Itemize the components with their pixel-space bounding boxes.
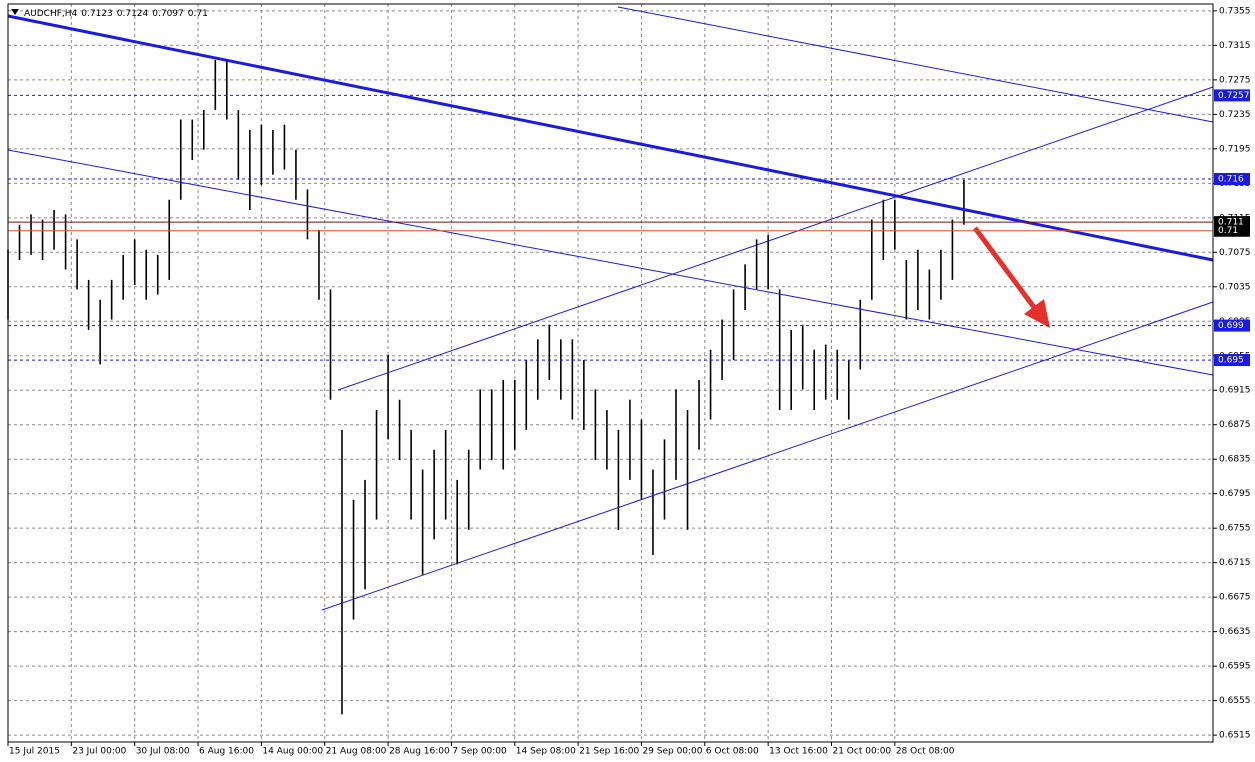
arrow-head [1024,299,1050,328]
trend-line [337,86,1214,391]
quote-value: 0.71 [188,9,208,19]
y-tick-label: 0.7355 [1219,6,1251,16]
y-tick-label: 0.6835 [1219,455,1251,465]
level-tag [1214,173,1250,186]
trend-line [617,6,1214,123]
level-label: 0.71 [1218,226,1238,236]
x-tick-label: 13 Oct 16:00 [769,747,828,757]
x-tick-label: 6 Aug 16:00 [199,747,254,757]
arrow [972,226,1050,328]
level-label: 0.711 [1218,218,1244,228]
x-tick-label: 28 Aug 16:00 [389,747,450,757]
trend-line [7,14,1214,262]
grid [7,4,1213,742]
y-tick-label: 0.7075 [1219,248,1251,258]
y-tick-label: 0.7035 [1219,282,1251,292]
y-tick-label: 0.6795 [1219,489,1251,499]
y-tick-label: 0.6715 [1219,558,1251,568]
x-tick-label: 7 Sep 00:00 [452,747,507,757]
quote-value: 0.7123 [81,9,113,19]
y-tick-label: 0.6915 [1219,386,1251,396]
x-tick-label: 21 Oct 00:00 [832,747,891,757]
x-tick-label: 14 Sep 08:00 [516,747,576,757]
quote-value: 0.7097 [152,9,184,19]
level-tag [1214,319,1250,332]
trend-line [7,149,1214,376]
menu-triangle [11,9,19,15]
y-tick-label: 0.7275 [1219,75,1251,85]
y-tick-label: 0.7235 [1219,110,1251,120]
symbol: AUDCHF,H4 [24,9,78,19]
level-tag [1214,354,1250,367]
y-tick-label: 0.6595 [1219,662,1251,672]
x-tick-label: 29 Sep 00:00 [642,747,702,757]
trend-lines [7,6,1214,611]
y-tick-label: 0.6555 [1219,696,1251,706]
plot-frame [7,3,1214,743]
y-tick-label: 0.6675 [1219,593,1251,603]
header: AUDCHF,H4 0.7123 0.7124 0.7097 0.71 [24,9,208,19]
level-label: 0.699 [1218,321,1244,331]
trend-line [321,301,1214,611]
bars [7,60,965,715]
level-tag [1214,224,1250,237]
y-tick-label: 0.6635 [1219,627,1251,637]
x-tick-label: 30 Jul 08:00 [136,747,190,757]
x-tick-label: 28 Oct 08:00 [896,747,955,757]
quote-value: 0.7124 [117,9,149,19]
x-tick-label: 21 Sep 16:00 [579,747,639,757]
level-tag [1214,89,1250,102]
arrow-shaft [972,226,1039,312]
y-tick-label: 0.7315 [1219,41,1251,51]
x-tick-label: 15 Jul 2015 [9,747,60,757]
x-tick-label: 23 Jul 00:00 [72,747,126,757]
y-tick-label: 0.6515 [1219,731,1251,741]
level-label: 0.716 [1218,175,1244,185]
level-label: 0.7257 [1218,91,1250,101]
x-tick-label: 21 Aug 08:00 [326,747,387,757]
y-tick-label: 0.6755 [1219,524,1251,534]
x-tick-label: 14 Aug 00:00 [262,747,323,757]
levels [8,94,1213,361]
y-tick-label: 0.7195 [1219,144,1251,154]
axes: 0.73550.73150.72750.72350.71950.71550.71… [7,6,1251,757]
y-tick-label: 0.6875 [1219,420,1251,430]
level-label: 0.695 [1218,356,1244,366]
x-tick-label: 6 Oct 08:00 [706,747,759,757]
